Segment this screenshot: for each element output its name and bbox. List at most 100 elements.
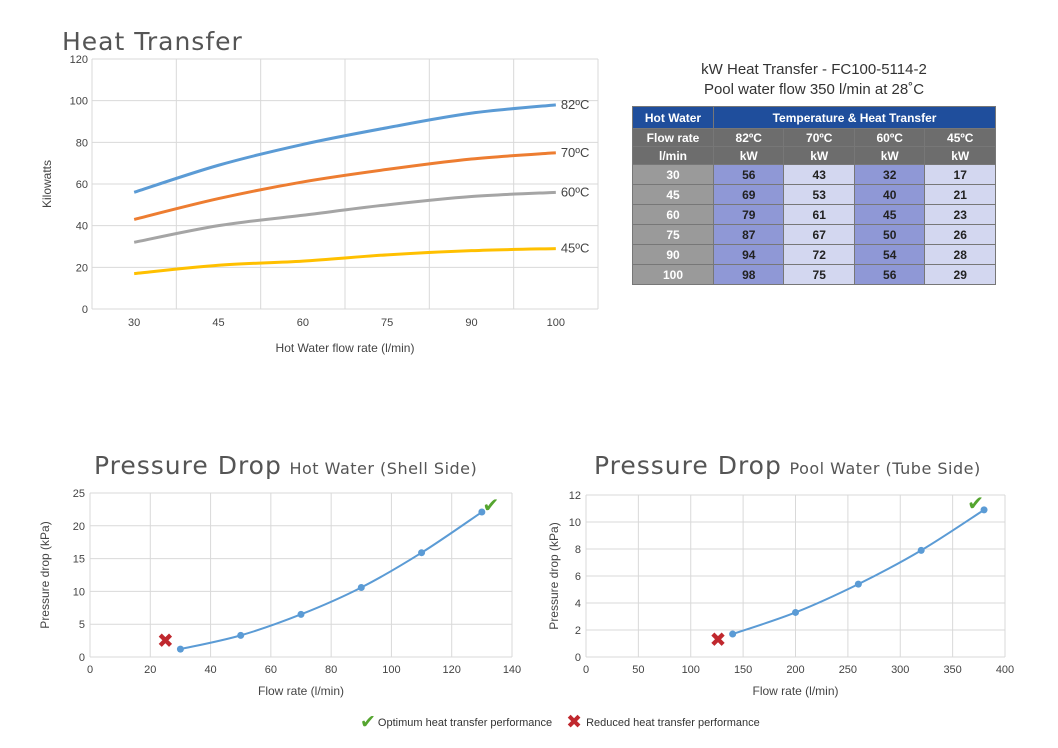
pool-water-x-axis-label: Flow rate (l/min)	[752, 684, 838, 698]
pool-water-x-tick-label: 350	[943, 664, 961, 676]
series-line	[133, 103, 556, 194]
x-tick-label: 75	[381, 317, 393, 329]
hot-water-data-point	[176, 645, 184, 653]
hot-water-y-tick-label: 20	[73, 521, 85, 533]
table-units-cell: kW	[924, 146, 996, 165]
table-subheader-cell: Flow rate	[632, 128, 714, 147]
table-subheader-cell: 60ºC	[853, 128, 926, 147]
pressure-drop-hot-title-sub: Hot Water (Shell Side)	[289, 459, 478, 478]
x-axis-label: Hot Water flow rate (l/min)	[276, 341, 415, 355]
table-cell: 32	[853, 164, 926, 185]
heat-transfer-title: Heat Transfer	[62, 20, 243, 58]
pool-water-y-tick-label: 2	[575, 625, 581, 637]
pressure-drop-hot-title: Pressure Drop Hot Water (Shell Side)	[94, 451, 477, 480]
table-cell: 69	[712, 184, 785, 205]
table-cell: 53	[783, 184, 855, 205]
table-cell-flow: 90	[632, 244, 714, 265]
x-tick-label: 45	[212, 317, 224, 329]
table-row: 30 56 43 32 17	[632, 164, 996, 185]
table-cell: 28	[924, 244, 996, 265]
table-cell: 98	[712, 264, 785, 285]
table-cell: 72	[783, 244, 855, 265]
table-cell: 23	[924, 204, 996, 225]
hot-water-x-axis-label: Flow rate (l/min)	[258, 684, 344, 698]
table-cell-flow: 30	[632, 164, 714, 185]
pool-water-y-axis-label: Pressure drop (kPa)	[547, 522, 561, 629]
performance-legend: ✔ Optimum heat transfer performance ✖ Re…	[360, 711, 760, 734]
series-line	[133, 151, 556, 221]
pressure-drop-pool-title-main: Pressure Drop	[594, 451, 782, 480]
table-cell: 43	[783, 164, 855, 185]
table-cell: 87	[712, 224, 785, 245]
heat-transfer-title-text: Heat Transfer	[62, 27, 243, 56]
hot-water-y-tick-label: 10	[73, 586, 85, 598]
cross-icon: ✖	[710, 629, 727, 651]
pool-water-y-tick-label: 4	[575, 598, 581, 610]
table-cell: 67	[783, 224, 855, 245]
table-cell: 79	[712, 204, 785, 225]
table-header-temperature: Temperature & Heat Transfer	[713, 106, 996, 129]
table-cell: 75	[783, 264, 855, 285]
table-units-cell: l/min	[632, 146, 714, 165]
pool-water-y-tick-label: 0	[575, 652, 581, 664]
y-tick-label: 0	[82, 304, 88, 316]
series-label: 60ºC	[561, 184, 590, 199]
y-tick-label: 60	[76, 179, 88, 191]
hot-water-data-point	[418, 549, 426, 557]
table-cell-flow: 45	[632, 184, 714, 205]
table-cell: 50	[853, 224, 926, 245]
table-subheader-cell: 45ºC	[924, 128, 996, 147]
y-tick-label: 100	[70, 96, 88, 108]
table-cell: 61	[783, 204, 855, 225]
hot-water-data-point	[297, 610, 305, 618]
hot-water-x-tick-label: 40	[204, 664, 216, 676]
y-tick-label: 120	[70, 54, 88, 66]
table-caption: kW Heat Transfer - FC100-5114-2 Pool wat…	[632, 60, 996, 100]
table-row: 75 87 67 50 26	[632, 224, 996, 245]
y-tick-label: 80	[76, 137, 88, 149]
table-header-row: Hot Water Temperature & Heat Transfer	[632, 106, 996, 129]
check-icon: ✔	[483, 495, 500, 517]
hot-water-x-tick-label: 100	[382, 664, 400, 676]
table-caption-line2: Pool water flow 350 l/min at 28˚C	[703, 81, 925, 98]
table-row: 90 94 72 54 28	[632, 244, 996, 265]
table-cell: 40	[853, 184, 926, 205]
pool-water-data-point	[980, 506, 988, 514]
check-icon: ✔	[967, 493, 984, 515]
table-cell: 94	[712, 244, 785, 265]
series-label: 45ºC	[561, 241, 590, 256]
hot-water-x-tick-label: 0	[87, 664, 93, 676]
hot-water-y-tick-label: 25	[73, 488, 85, 500]
pool-water-x-tick-label: 400	[996, 664, 1014, 676]
pool-water-x-tick-label: 250	[839, 664, 857, 676]
pool-water-y-tick-label: 12	[569, 490, 581, 502]
table-units-cell: kW	[712, 146, 785, 165]
hot-water-y-tick-label: 0	[79, 652, 85, 664]
table-cell-flow: 75	[632, 224, 714, 245]
table-cell: 45	[853, 204, 926, 225]
table-units-cell: kW	[853, 146, 926, 165]
pool-water-x-tick-label: 0	[583, 664, 589, 676]
pool-water-x-tick-label: 50	[632, 664, 644, 676]
legend-optimum-label: Optimum heat transfer performance	[377, 716, 553, 729]
table-cell: 21	[924, 184, 996, 205]
pressure-drop-pool-title-sub: Pool Water (Tube Side)	[789, 459, 981, 478]
hot-water-y-tick-label: 5	[79, 619, 85, 631]
table-cell-flow: 60	[632, 204, 714, 225]
pool-water-x-tick-label: 300	[891, 664, 909, 676]
table-cell: 17	[924, 164, 996, 185]
x-tick-label: 60	[297, 317, 309, 329]
table-cell: 56	[712, 164, 785, 185]
series-label: 70ºC	[561, 145, 590, 160]
check-icon: ✔	[360, 712, 376, 733]
table-subheader-cell: 82ºC	[712, 128, 785, 147]
table-cell-flow: 100	[632, 264, 714, 285]
heat-transfer-table: Hot Water Temperature & Heat Transfer Fl…	[632, 106, 996, 285]
table-cell: 54	[853, 244, 926, 265]
series-line	[134, 247, 556, 276]
table-header-hot-water: Hot Water	[632, 106, 714, 129]
table-subheader-cell: 70ºC	[783, 128, 855, 147]
x-tick-label: 90	[465, 317, 477, 329]
cross-icon: ✖	[157, 631, 174, 653]
cross-icon: ✖	[566, 712, 583, 733]
